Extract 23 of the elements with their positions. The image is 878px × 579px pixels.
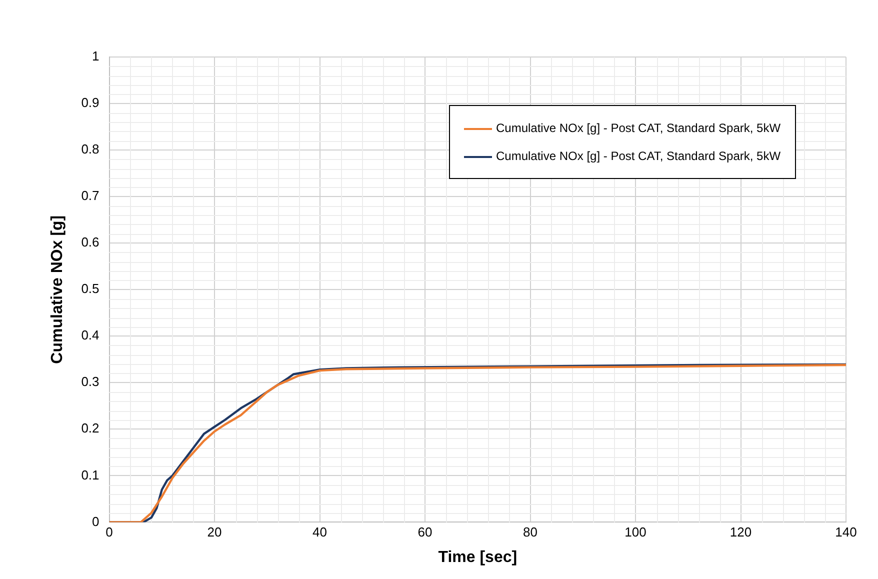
- legend-label: Cumulative NOx [g] - Post CAT, Standard Spark, 5kW: [496, 121, 781, 135]
- x-axis-title: Time [sec]: [438, 548, 518, 566]
- x-tick-label: 60: [418, 524, 432, 540]
- y-axis-title: Cumulative NOx [g]: [49, 215, 66, 364]
- y-tick-label: 0.8: [81, 142, 100, 157]
- y-tick-label: 0.5: [81, 281, 100, 296]
- y-tick-label: 0.7: [81, 188, 100, 204]
- y-tick-label: 0.3: [81, 374, 100, 390]
- x-tick-label: 120: [730, 524, 752, 540]
- y-tick-label: 0.9: [81, 95, 100, 110]
- y-tick-label: 0.1: [81, 467, 100, 482]
- y-tick-label: 0: [92, 514, 100, 529]
- y-tick-label: 0.2: [81, 420, 100, 436]
- y-tick-label: 0.4: [81, 328, 100, 343]
- y-tick-label: 1: [92, 48, 100, 64]
- x-tick-label: 80: [523, 524, 538, 540]
- x-tick-label: 20: [207, 524, 222, 540]
- x-tick-label: 140: [835, 524, 857, 540]
- x-tick-label: 100: [624, 524, 646, 540]
- y-tick-label: 0.6: [81, 234, 100, 250]
- legend-label: Cumulative NOx [g] - Post CAT, Standard Spark, 5kW: [496, 149, 781, 163]
- x-tick-label: 40: [312, 524, 327, 540]
- x-tick-label: 0: [106, 524, 113, 540]
